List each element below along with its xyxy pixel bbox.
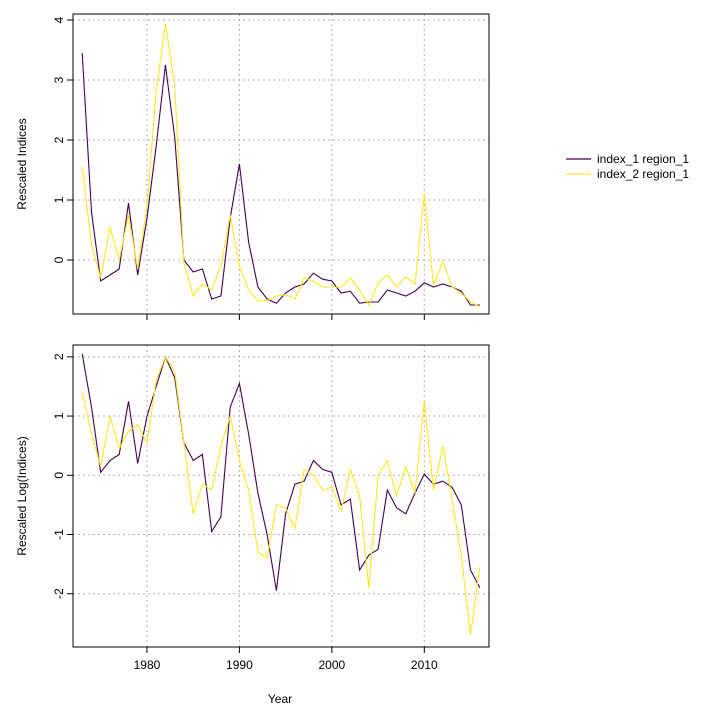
- y-tick-label: 2: [52, 353, 66, 360]
- y-tick-label: 3: [52, 76, 66, 83]
- x-axis-label: Year: [268, 692, 292, 706]
- x-tick-label: 2000: [318, 658, 345, 672]
- bottom-panel-series: [81, 353, 481, 636]
- y-tick-label: 2: [52, 136, 66, 143]
- y-tick-label: -2: [52, 588, 66, 599]
- x-tick-label: 1980: [134, 658, 161, 672]
- series-line-index-2: [81, 355, 481, 636]
- bottom-panel: -2 -1 0 1 2 1980 1990 2000 2010 Rescaled Log(In…: [15, 344, 490, 706]
- series-line-index-1: [81, 353, 481, 591]
- bottom-panel-frame: [72, 344, 490, 648]
- top-panel-y-ticks: 0 1 2 3 4: [52, 16, 73, 263]
- legend: index_1 region_1 index_2 region_1: [566, 152, 689, 181]
- bottom-panel-x-ticks: 1980 1990 2000 2010: [134, 647, 438, 672]
- y-tick-label: 4: [52, 16, 66, 23]
- x-tick-label: 2010: [411, 658, 438, 672]
- bottom-panel-y-axis-label: Rescaled Log(Indices): [15, 436, 29, 555]
- x-tick-label: 1990: [226, 658, 253, 672]
- y-tick-label: 0: [52, 256, 66, 263]
- legend-label-index-1: index_1 region_1: [597, 152, 689, 166]
- y-tick-label: 0: [52, 472, 66, 479]
- top-panel-frame: [72, 13, 490, 315]
- series-line-index-1: [81, 52, 480, 306]
- y-tick-label: 1: [52, 196, 66, 203]
- bottom-panel-y-ticks: -2 -1 0 1 2: [52, 353, 73, 599]
- top-panel-series: [81, 22, 481, 308]
- top-panel-x-ticks: [146, 314, 425, 320]
- series-line-index-2: [81, 22, 481, 308]
- top-panel-y-axis-label: Rescaled Indices: [15, 118, 29, 209]
- y-tick-label: 1: [52, 412, 66, 419]
- y-tick-label: -1: [52, 529, 66, 540]
- top-panel-grid: [73, 14, 489, 314]
- legend-label-index-2: index_2 region_1: [597, 167, 689, 181]
- top-panel: 0 1 2 3 4 Rescaled Indices: [15, 13, 490, 320]
- bottom-panel-grid: [73, 345, 489, 647]
